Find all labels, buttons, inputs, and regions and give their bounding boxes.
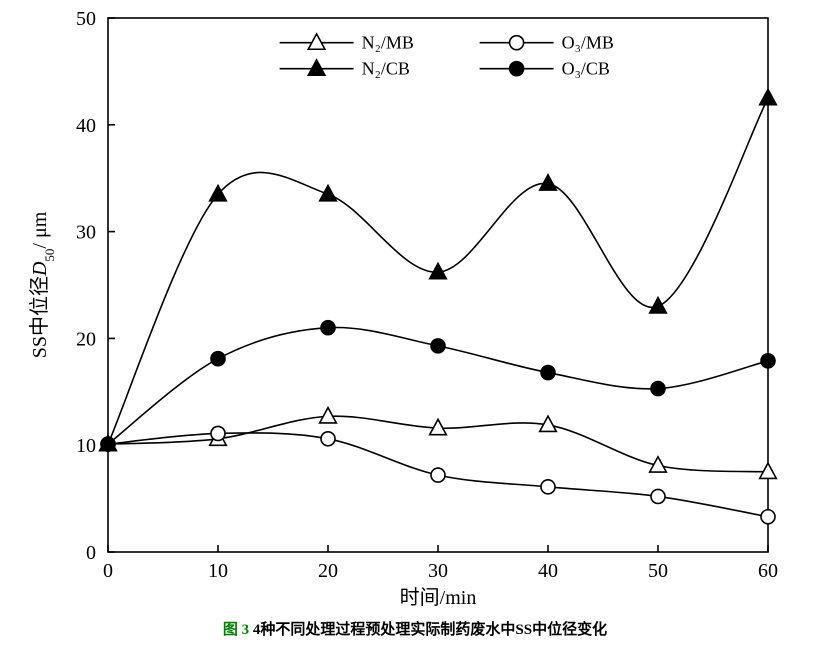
circle-marker [510,62,524,76]
triangle-marker [650,298,667,313]
y-tick-label: 50 [76,8,96,30]
circle-marker [431,339,445,353]
circle-marker [510,36,524,50]
svg-text:SS中位径D50/ μm: SS中位径D50/ μm [28,211,57,358]
x-axis-label: 时间/min [400,586,477,609]
circle-marker [651,489,665,503]
x-tick-label: 40 [538,560,558,582]
triangle-marker [320,185,337,200]
circle-marker [321,432,335,446]
triangle-marker [760,463,777,478]
series-n2_cb [100,89,777,450]
x-tick-label: 0 [103,560,113,582]
triangle-marker [540,175,557,190]
x-tick-label: 60 [758,560,778,582]
circle-marker [211,426,225,440]
x-tick-label: 20 [318,560,338,582]
circle-marker [431,468,445,482]
triangle-marker [760,89,777,104]
x-tick-label: 10 [208,560,228,582]
x-tick-label: 30 [428,560,448,582]
figure-container: 0 10 20 30 40 50 60 0 10 20 30 40 50 时间/min SS中位径D50/ … [0,0,830,649]
circle-marker [541,480,555,494]
chart-plot-area: 010203040506001020304050时间/minSS中位径D50/ … [108,18,768,552]
y-tick-label: 0 [86,542,96,564]
y-tick-label: 40 [76,115,96,137]
y-tick-label: 30 [76,222,96,244]
circle-marker [321,321,335,335]
figure-caption-text: 4种不同处理过程预处理实际制药废水中SS中位径变化 [253,622,607,638]
legend-label: O₃/MB [562,33,614,53]
legend-label: O₃/CB [562,59,610,79]
legend-label: N₂/MB [362,33,414,53]
legend-label: N₂/CB [362,59,410,79]
triangle-marker [308,34,325,49]
triangle-marker [308,60,325,75]
legend-item-o3_mb: O₃/MB [480,33,614,53]
figure-caption: 图 3 4种不同处理过程预处理实际制药废水中SS中位径变化 [0,618,830,639]
y-axis-label: SS中位径D50/ μm [28,211,57,358]
legend-item-n2_cb: N₂/CB [280,59,410,79]
x-tick-label: 50 [648,560,668,582]
circle-marker [651,382,665,396]
circle-marker [761,510,775,524]
y-tick-label: 20 [76,328,96,350]
circle-marker [211,352,225,366]
circle-marker [761,354,775,368]
y-tick-label: 10 [76,435,96,457]
circle-marker [101,437,115,451]
legend-item-n2_mb: N₂/MB [280,33,414,53]
figure-label: 图 3 [223,622,253,638]
triangle-marker [320,408,337,423]
legend: N₂/MB O₃/MB N₂/CB O₃/CB [280,33,614,79]
circle-marker [541,366,555,380]
legend-item-o3_cb: O₃/CB [480,59,610,79]
